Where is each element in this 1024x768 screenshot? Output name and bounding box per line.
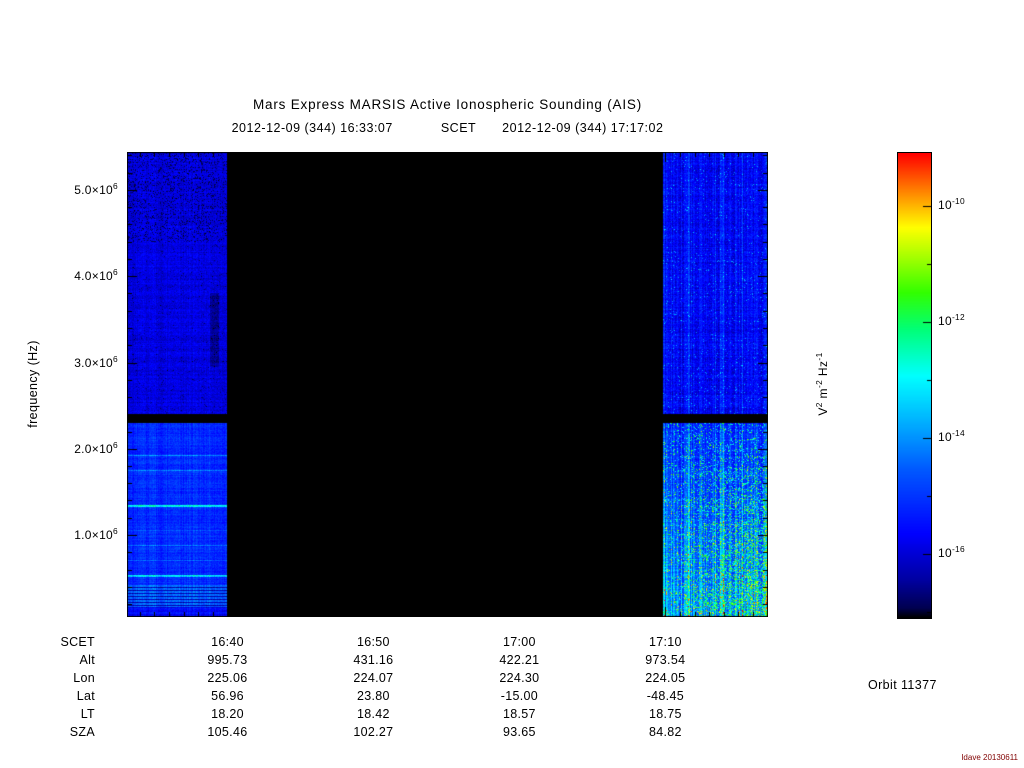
table-cell: 93.65 [502,725,536,739]
table-cell: 17:00 [502,635,536,649]
table-cell: 224.30 [499,671,540,685]
page-title: Mars Express MARSIS Active Ionospheric S… [252,97,643,112]
table-cell: 224.07 [353,671,394,685]
table-row-label: Lat [76,689,95,703]
orbit-label: Orbit 11377 [868,678,937,692]
chart-subtitle: 2012-12-09 (344) 16:33:07 SCET 2012-12-09 … [127,121,768,135]
table-row-label: SZA [69,725,95,739]
colorbar-axis-label: V2 m-2 Hz-1 [814,352,830,416]
y-tick-label: 1.0×106 [74,526,118,542]
table-cell: 973.54 [645,653,686,667]
subtitle-scet-label: SCET [440,121,477,135]
table-row-label: LT [80,707,95,721]
table-cell: 16:40 [211,635,244,649]
table-cell: 84.82 [648,725,682,739]
y-tick-label: 2.0×106 [74,439,118,456]
table-cell: 18.20 [211,707,244,721]
subtitle-start-time: 2012-12-09 (344) 16:33:07 [231,121,393,135]
credit-stamp: Idave 20130611 [961,753,1018,762]
table-cell: 18.42 [357,707,390,721]
colorbar [897,152,932,619]
table-cell: -48.45 [646,689,684,703]
y-tick-label: 5.0×106 [74,181,118,197]
spectrogram-canvas [127,152,768,617]
colorbar-tick-label: 10-12 [938,312,965,328]
table-row-label: Alt [79,653,95,667]
subtitle-end-time: 2012-12-09 (344) 17:17:02 [502,121,664,135]
y-tick-label: 3.0×106 [74,353,118,370]
table-cell: 17:10 [648,635,682,649]
colorbar-tick-label: 10-16 [938,544,965,560]
table-row-label: Lon [73,671,95,685]
table-cell: 16:50 [357,635,390,649]
table-cell: 422.21 [499,653,540,667]
colorbar-tick-label: 10-10 [938,196,965,212]
table-cell: 105.46 [207,725,248,739]
table-cell: 224.05 [645,671,686,685]
table-cell: 23.80 [357,689,390,703]
table-cell: 225.06 [207,671,248,685]
table-row-label: SCET [60,635,95,649]
table-cell: 102.27 [353,725,394,739]
table-cell: 56.96 [211,689,244,703]
table-cell: 18.75 [648,707,682,721]
table-cell: 18.57 [502,707,536,721]
table-cell: 431.16 [353,653,394,667]
table-cell: 995.73 [207,653,248,667]
table-cell: -15.00 [500,689,538,703]
y-tick-label: 4.0×106 [74,267,118,284]
colorbar-tick-label: 10-14 [938,428,965,444]
